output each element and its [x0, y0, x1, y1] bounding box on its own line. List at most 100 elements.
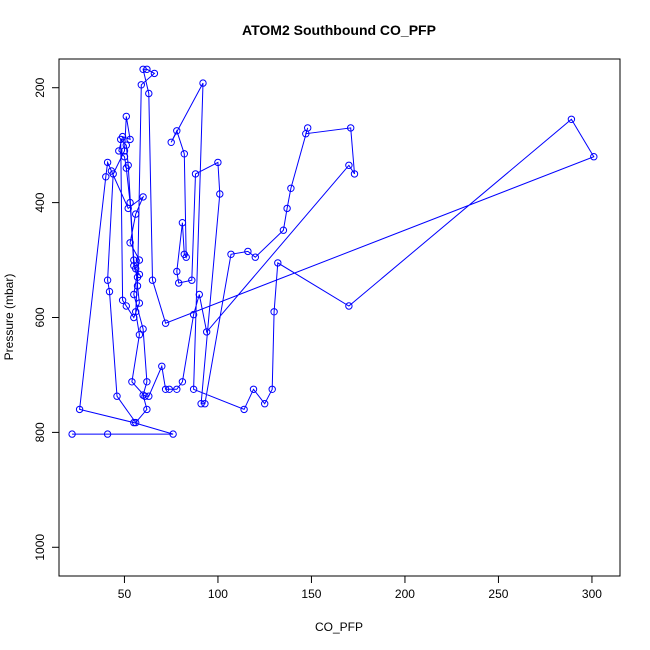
- data-point: [251, 253, 260, 261]
- data-point: [175, 279, 183, 287]
- data-point: [182, 253, 190, 261]
- data-point: [132, 418, 140, 427]
- data-point: [150, 69, 159, 78]
- data-point: [139, 65, 147, 74]
- data-point: [261, 400, 269, 408]
- data-point: [161, 385, 170, 393]
- data-point: [191, 170, 200, 178]
- data-point: [350, 170, 359, 178]
- x-tick-label: 50: [118, 587, 132, 601]
- data-point: [178, 219, 187, 227]
- data-point: [274, 259, 282, 267]
- data-point: [180, 150, 189, 158]
- data-point: [135, 331, 144, 339]
- y-tick-label: 1000: [33, 534, 47, 561]
- data-point: [148, 276, 157, 284]
- data-point: [143, 405, 151, 414]
- x-axis: 50 100 150 200 250 300: [118, 576, 602, 601]
- data-point: [201, 400, 209, 408]
- data-point: [130, 418, 138, 427]
- data-point: [126, 239, 134, 247]
- data-point: [135, 256, 144, 264]
- data-point: [590, 153, 598, 161]
- data-point: [126, 198, 134, 207]
- data-point: [567, 115, 576, 124]
- data-point: [173, 267, 181, 276]
- data-point: [173, 127, 181, 135]
- y-tick-label: 600: [33, 307, 47, 327]
- y-axis-label: Pressure (mbar): [2, 274, 16, 361]
- y-tick-label: 200: [33, 77, 47, 97]
- x-tick-label: 300: [582, 587, 602, 601]
- data-point: [118, 296, 127, 304]
- data-point: [173, 385, 181, 393]
- data-point: [145, 89, 153, 98]
- data-point: [113, 392, 121, 400]
- data-point: [109, 170, 117, 178]
- x-tick-label: 100: [208, 587, 228, 601]
- data-point: [161, 319, 170, 327]
- data-point: [75, 405, 84, 414]
- data-point: [102, 173, 110, 181]
- x-tick-label: 200: [395, 587, 415, 601]
- data-point: [345, 161, 353, 170]
- data-point: [279, 226, 288, 234]
- data-point: [143, 65, 151, 74]
- data-point: [178, 378, 187, 386]
- data-point: [103, 276, 112, 284]
- y-axis: 200 400 600 800 1000: [33, 77, 59, 561]
- data-point: [103, 430, 112, 438]
- data-point: [122, 141, 131, 149]
- data-point: [287, 184, 295, 193]
- data-point: [216, 190, 224, 198]
- data-point: [105, 287, 114, 296]
- y-tick-label: 400: [33, 192, 47, 212]
- data-point: [165, 385, 174, 393]
- data-point: [188, 276, 196, 284]
- data-point: [68, 430, 76, 438]
- data-point: [197, 400, 205, 408]
- data-point: [128, 378, 136, 386]
- data-point: [240, 405, 248, 414]
- data-point: [130, 313, 138, 322]
- data-point: [133, 282, 142, 290]
- data-point: [199, 79, 207, 87]
- data-point: [141, 392, 149, 400]
- y-tick-label: 800: [33, 422, 47, 442]
- data-point: [249, 385, 258, 393]
- data-point: [126, 135, 134, 144]
- data-point: [120, 153, 129, 161]
- data-point: [227, 250, 235, 259]
- data-point: [124, 161, 132, 170]
- data-point: [137, 81, 146, 89]
- data-point: [158, 362, 166, 370]
- data-point: [203, 328, 211, 336]
- data-point: [270, 308, 278, 316]
- data-point: [345, 302, 353, 310]
- data-point: [189, 385, 198, 393]
- data-point: [103, 158, 112, 167]
- data-point: [122, 302, 131, 310]
- data-point: [135, 299, 144, 307]
- data-point: [347, 124, 355, 132]
- series-layer: [68, 65, 598, 438]
- data-point: [130, 290, 138, 299]
- x-axis-label: CO_PFP: [315, 620, 363, 634]
- data-point: [268, 385, 276, 393]
- data-point: [143, 378, 151, 386]
- x-tick-label: 250: [488, 587, 508, 601]
- plot-frame: [58, 58, 621, 577]
- data-point: [139, 193, 147, 201]
- data-point: [117, 135, 125, 144]
- data-point: [167, 138, 175, 147]
- data-point: [189, 310, 198, 319]
- data-point: [304, 124, 312, 132]
- data-point: [139, 325, 147, 333]
- data-point: [283, 204, 291, 213]
- data-point: [139, 391, 147, 399]
- data-point: [195, 290, 204, 299]
- series-line: [72, 68, 595, 435]
- data-point: [145, 392, 153, 400]
- data-point: [244, 247, 252, 256]
